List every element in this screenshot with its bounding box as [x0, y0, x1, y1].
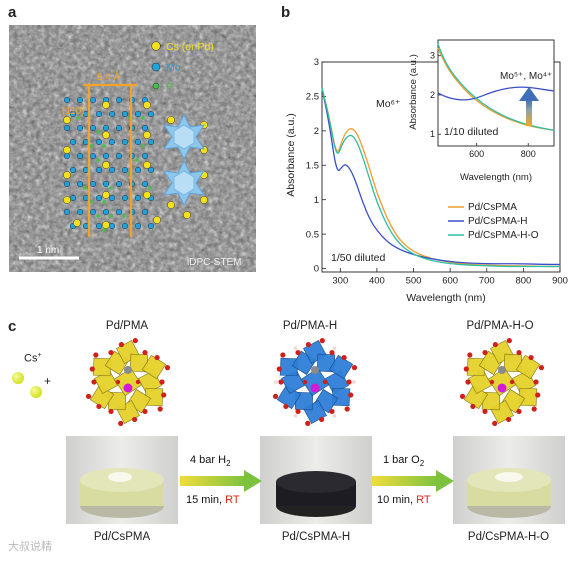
- x-tick-label: 600: [442, 276, 458, 287]
- pd-pma-structure: [85, 338, 171, 426]
- series-line-1: [437, 86, 555, 101]
- arrow-o2-treatment: [372, 470, 454, 492]
- arrow-h2-treatment: [180, 470, 262, 492]
- legend-entry: Pd/CsPMA-H: [468, 216, 527, 227]
- reduction-arrow: [519, 87, 539, 126]
- vial-photo-cspma: [66, 436, 178, 524]
- pd-pma-h-o-structure: [459, 338, 545, 426]
- o2-time: 10 min, RT: [377, 494, 431, 506]
- pd-pma-h-structure: [272, 338, 358, 426]
- x-tick-label: 700: [479, 276, 495, 287]
- legend-mo: Mo: [166, 62, 181, 74]
- y-tick-label: 3: [314, 57, 319, 68]
- series-line-2: [321, 88, 560, 268]
- polyhedron-2: [162, 159, 206, 207]
- y-tick-label: 1: [314, 195, 319, 206]
- y-tick-label: 0: [314, 264, 319, 275]
- panel-c-label: c: [8, 318, 17, 335]
- x-tick-label: 400: [369, 276, 385, 287]
- cs-ions-icon: [12, 372, 42, 398]
- scale-bar-label: 1 nm: [37, 245, 59, 256]
- h2-time: 15 min, RT: [186, 494, 240, 506]
- x-tick-label: 900: [552, 276, 568, 287]
- watermark: 大叔说精: [8, 541, 52, 553]
- y-tick-label: 2.5: [306, 92, 319, 103]
- bottom-label-cspma-h: Pd/CsPMA-H: [281, 531, 351, 543]
- measurement-lines: [83, 83, 137, 237]
- series-line-0: [321, 88, 560, 268]
- polyhedron-1: [162, 113, 206, 161]
- panel-b-label: b: [281, 4, 291, 21]
- legend-cs: Cs (or Pd): [166, 41, 214, 53]
- distance-label: 8.4 Å: [97, 70, 121, 83]
- chart-legend: Pd/CsPMA Pd/CsPMA-H Pd/CsPMA-H-O: [448, 202, 539, 241]
- plus-sign: +: [44, 374, 52, 388]
- series-line-1: [321, 88, 560, 266]
- legend-entry: Pd/CsPMA-H-O: [468, 230, 539, 241]
- y-axis-label: Absorbance (a.u.): [285, 113, 297, 196]
- vial-photo-cspma-h-o: [453, 436, 565, 524]
- y-tick-label: 2: [430, 90, 435, 100]
- y-tick-label: 0.5: [306, 229, 319, 240]
- plane-label: (110): [62, 106, 85, 117]
- x-tick-label: 500: [406, 276, 422, 287]
- top-label-pma-h-o: Pd/PMA-H-O: [466, 320, 534, 332]
- legend-entry: Pd/CsPMA: [468, 202, 517, 213]
- panel-a-label: a: [8, 4, 17, 21]
- bottom-label-cspma-h-o: Pd/CsPMA-H-O: [467, 531, 550, 543]
- vial-photo-cspma-h: [260, 436, 372, 524]
- x-axis-label: Wavelength (nm): [406, 292, 486, 304]
- peak-label-main: Mo⁶⁺: [376, 98, 401, 110]
- dilution-label-inset: 1/10 diluted: [444, 126, 498, 138]
- peak-label-inset: Mo⁵⁺, Mo⁴⁺: [500, 71, 552, 82]
- uv-vis-chart: Absorbance (a.u.) Wavelength (nm) 300 400…: [285, 39, 568, 304]
- inset-x-axis-label: Wavelength (nm): [460, 172, 532, 183]
- y-tick-label: 3: [430, 51, 435, 61]
- dilution-label-main: 1/50 diluted: [331, 252, 385, 264]
- stem-image: Cs (or Pd) Mo P 8.4 Å (110) 1 nm iDPC-ST…: [9, 25, 256, 272]
- atom-lattice: [63, 96, 208, 232]
- x-tick-label: 300: [332, 276, 348, 287]
- x-tick-label: 600: [469, 149, 484, 159]
- top-label-pma-h: Pd/PMA-H: [282, 320, 338, 332]
- top-label-pma: Pd/PMA: [105, 320, 149, 332]
- legend-p: P: [166, 81, 173, 93]
- o2-condition: 1 bar O2: [383, 454, 425, 469]
- cs-ion-label: Cs+: [24, 352, 42, 365]
- x-tick-label: 800: [521, 149, 536, 159]
- imaging-mode-label: iDPC-STEM: [187, 257, 241, 268]
- bottom-label-cspma: Pd/CsPMA: [93, 531, 151, 543]
- inset-y-axis-label: Absorbance (a.u.): [408, 54, 419, 130]
- y-tick-label: 1.5: [306, 160, 319, 171]
- y-tick-label: 2: [314, 126, 319, 137]
- x-tick-label: 800: [515, 276, 531, 287]
- h2-condition: 4 bar H2: [190, 454, 231, 469]
- y-tick-label: 1: [430, 129, 435, 139]
